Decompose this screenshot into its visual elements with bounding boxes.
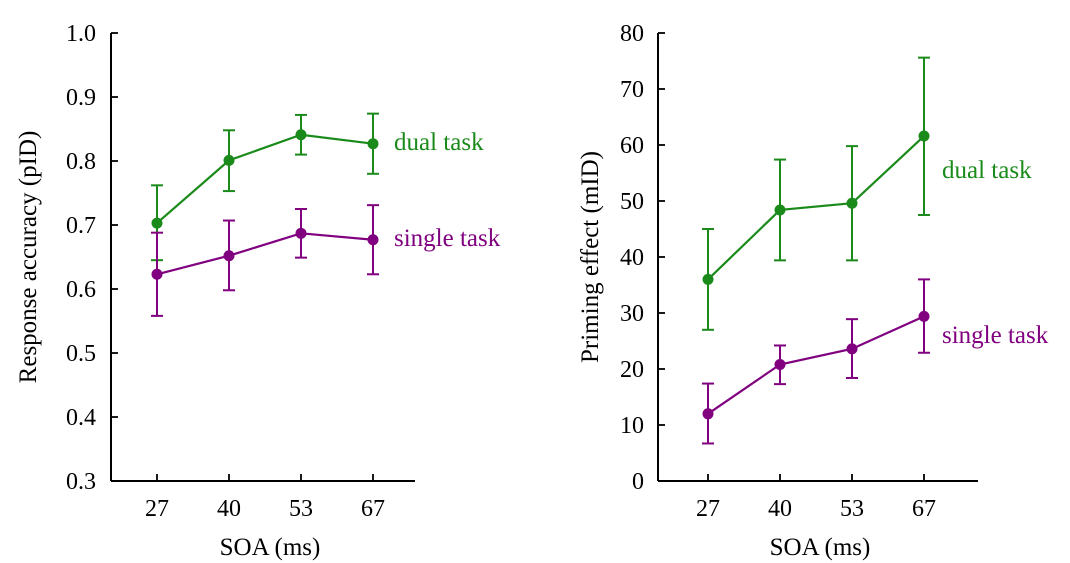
- y-tick-label: 1.0: [66, 21, 96, 47]
- data-point: [295, 227, 307, 239]
- y-tick-label: 0.5: [66, 341, 96, 367]
- x-tick-label: 27: [145, 496, 169, 522]
- x-tick-label: 53: [840, 496, 864, 522]
- x-tick-label: 67: [912, 496, 936, 522]
- x-tick-label: 67: [361, 496, 385, 522]
- y-tick-label: 0.9: [66, 85, 96, 111]
- x-tick-label: 27: [696, 496, 720, 522]
- data-point: [918, 310, 930, 322]
- data-point: [702, 273, 714, 285]
- y-tick-label: 20: [620, 357, 644, 383]
- x-tick-label: 53: [289, 496, 313, 522]
- y-tick-label: 70: [620, 77, 644, 103]
- y-tick-label: 0.3: [66, 469, 96, 495]
- data-point: [223, 250, 235, 262]
- series-line: [156, 133, 374, 224]
- data-point: [918, 130, 930, 142]
- y-tick-label: 80: [620, 21, 644, 47]
- x-axis-title: SOA (ms): [220, 534, 321, 561]
- x-tick-label: 40: [217, 496, 241, 522]
- data-point: [295, 129, 307, 141]
- data-point: [367, 138, 379, 150]
- data-point: [367, 234, 379, 246]
- series-line: [707, 135, 925, 281]
- x-tick-label: 40: [768, 496, 792, 522]
- series-label: single task: [394, 225, 501, 252]
- y-tick-label: 0.7: [66, 213, 96, 239]
- y-tick-label: 60: [620, 133, 644, 159]
- accuracy-chart: 0.3 0.4 0.5 0.6 0.7 0.8 0.9 1.0 27 40 53 67 SOA (ms)…: [15, 21, 501, 561]
- data-point: [702, 408, 714, 420]
- data-point: [774, 204, 786, 216]
- y-tick-label: 10: [620, 413, 644, 439]
- y-tick-label: 40: [620, 245, 644, 271]
- series-label: dual task: [942, 157, 1032, 184]
- y-tick-label: 0.4: [66, 405, 96, 431]
- y-axis-title: Priming effect (mID): [577, 151, 604, 363]
- data-point: [774, 359, 786, 371]
- x-axis-title: SOA (ms): [770, 534, 871, 561]
- series-label: dual task: [394, 129, 484, 156]
- y-tick-label: 50: [620, 189, 644, 215]
- data-point: [846, 197, 858, 209]
- data-point: [223, 154, 235, 166]
- y-axis-title: Response accuracy (pID): [15, 131, 42, 384]
- y-tick-label: 0.8: [66, 149, 96, 175]
- series-line: [156, 232, 374, 276]
- y-tick-label: 0.6: [66, 277, 96, 303]
- y-tick-label: 0: [632, 469, 644, 495]
- data-point: [846, 343, 858, 355]
- data-point: [151, 268, 163, 280]
- series-line: [707, 315, 925, 415]
- series-label: single task: [942, 322, 1049, 349]
- y-tick-label: 30: [620, 301, 644, 327]
- data-point: [151, 217, 163, 229]
- priming-chart: 0 10 20 30 40 50 60 70 80 27 40 53 67 SOA (ms) Priming…: [577, 21, 1049, 561]
